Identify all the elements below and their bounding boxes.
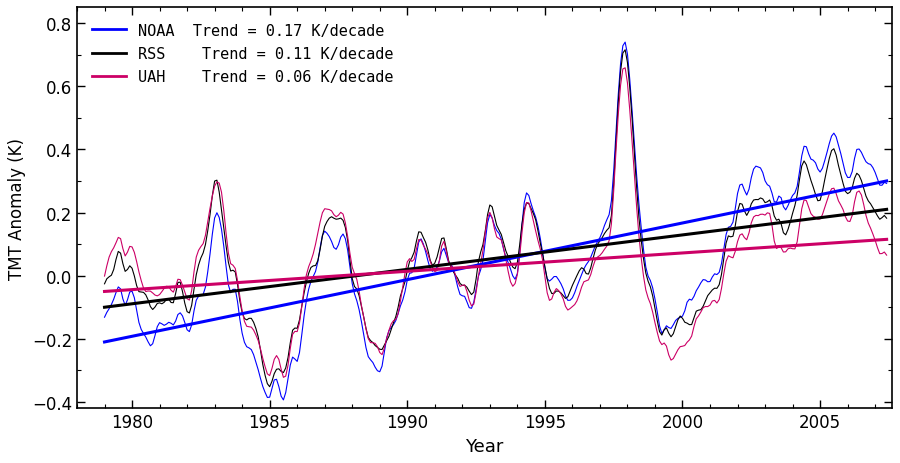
Y-axis label: TMT Anomaly (K): TMT Anomaly (K) <box>8 138 26 279</box>
X-axis label: Year: Year <box>465 437 503 455</box>
Legend: NOAA  Trend = 0.17 K/decade, RSS    Trend = 0.11 K/decade, UAH    Trend = 0.06 K: NOAA Trend = 0.17 K/decade, RSS Trend = … <box>85 16 401 93</box>
